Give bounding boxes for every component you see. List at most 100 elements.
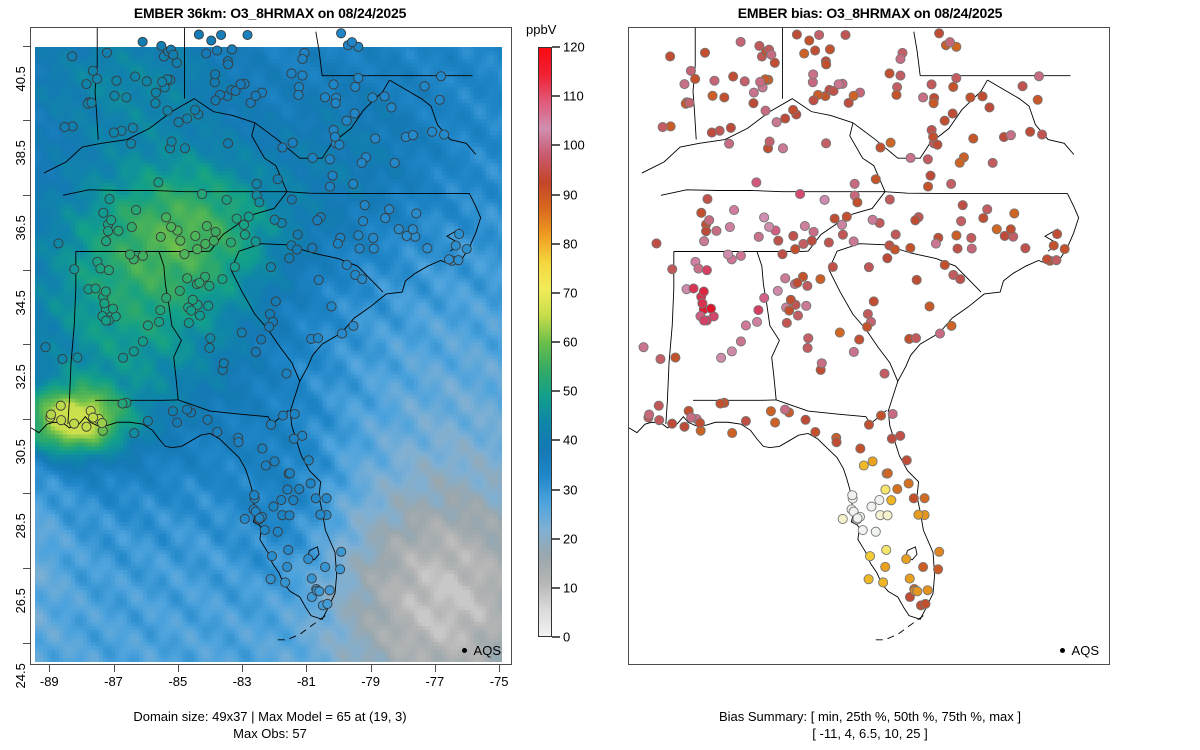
aqs-monitor-point[interactable] [912, 586, 923, 597]
aqs-monitor-point[interactable] [155, 231, 166, 242]
aqs-monitor-point[interactable] [272, 526, 283, 537]
aqs-monitor-point[interactable] [284, 510, 295, 521]
aqs-monitor-point[interactable] [101, 315, 112, 326]
aqs-monitor-point[interactable] [294, 484, 305, 495]
aqs-monitor-point[interactable] [270, 296, 281, 307]
aqs-monitor-point[interactable] [934, 546, 945, 557]
aqs-monitor-point[interactable] [886, 495, 897, 506]
aqs-monitor-point[interactable] [1059, 243, 1070, 255]
aqs-monitor-point[interactable] [882, 253, 893, 264]
aqs-monitor-point[interactable] [203, 300, 214, 311]
aqs-monitor-point[interactable] [118, 352, 129, 363]
aqs-monitor-point[interactable] [946, 178, 957, 189]
aqs-monitor-point[interactable] [819, 194, 830, 205]
aqs-monitor-point[interactable] [923, 181, 934, 192]
aqs-monitor-point[interactable] [739, 76, 750, 87]
aqs-monitor-point[interactable] [192, 244, 203, 255]
aqs-monitor-point[interactable] [802, 280, 813, 291]
aqs-monitor-point[interactable] [808, 226, 819, 237]
aqs-monitor-point[interactable] [852, 513, 863, 524]
aqs-monitor-point[interactable] [910, 333, 922, 344]
aqs-monitor-point[interactable] [951, 230, 962, 241]
aqs-monitor-point[interactable] [795, 189, 806, 200]
aqs-monitor-point[interactable] [889, 244, 901, 255]
aqs-monitor-point[interactable] [40, 342, 51, 353]
aqs-monitor-point[interactable] [699, 315, 710, 326]
aqs-monitor-point[interactable] [128, 346, 139, 357]
aqs-monitor-point[interactable] [251, 178, 262, 189]
aqs-monitor-point[interactable] [280, 577, 291, 588]
aqs-monitor-point[interactable] [137, 250, 148, 261]
aqs-monitor-point[interactable] [895, 70, 906, 81]
aqs-monitor-point[interactable] [837, 513, 848, 524]
aqs-monitor-point[interactable] [194, 277, 205, 288]
aqs-monitor-point[interactable] [150, 87, 161, 98]
aqs-monitor-point[interactable] [236, 327, 247, 338]
aqs-monitor-point[interactable] [126, 138, 137, 149]
aqs-monitor-point[interactable] [1052, 229, 1063, 240]
plot-area-model[interactable]: AQS [30, 27, 512, 665]
aqs-monitor-point[interactable] [56, 415, 67, 426]
aqs-monitor-point[interactable] [92, 73, 103, 84]
aqs-monitor-point[interactable] [724, 138, 735, 149]
aqs-monitor-point[interactable] [121, 92, 132, 103]
aqs-monitor-point[interactable] [328, 79, 339, 90]
aqs-monitor-point[interactable] [166, 221, 177, 232]
aqs-monitor-point[interactable] [312, 215, 323, 226]
aqs-monitor-point[interactable] [161, 292, 172, 303]
aqs-monitor-point[interactable] [95, 263, 106, 274]
aqs-monitor-point[interactable] [254, 513, 265, 524]
aqs-monitor-point[interactable] [367, 92, 378, 103]
aqs-monitor-point[interactable] [919, 493, 930, 504]
aqs-monitor-point[interactable] [798, 238, 809, 249]
aqs-monitor-point[interactable] [933, 564, 944, 575]
aqs-monitor-point[interactable] [310, 493, 321, 504]
aqs-monitor-point[interactable] [221, 194, 232, 205]
aqs-monitor-point[interactable] [359, 200, 370, 211]
aqs-monitor-point[interactable] [179, 249, 190, 260]
aqs-monitor-point[interactable] [386, 102, 397, 113]
aqs-monitor-point[interactable] [926, 79, 937, 90]
aqs-monitor-point[interactable] [346, 37, 357, 48]
aqs-monitor-point[interactable] [870, 174, 881, 185]
aqs-monitor-point[interactable] [719, 92, 730, 103]
aqs-monitor-point[interactable] [862, 321, 873, 332]
aqs-monitor-point[interactable] [69, 264, 80, 275]
aqs-monitor-point[interactable] [291, 244, 303, 255]
aqs-monitor-point[interactable] [223, 138, 234, 149]
aqs-monitor-point[interactable] [685, 65, 696, 76]
aqs-monitor-point[interactable] [810, 426, 821, 438]
aqs-monitor-point[interactable] [186, 305, 197, 316]
aqs-monitor-point[interactable] [297, 53, 308, 65]
aqs-monitor-point[interactable] [419, 81, 430, 92]
aqs-monitor-point[interactable] [644, 409, 655, 420]
aqs-monitor-point[interactable] [901, 455, 912, 466]
aqs-monitor-point[interactable] [705, 303, 716, 314]
aqs-monitor-point[interactable] [772, 285, 783, 296]
aqs-monitor-point[interactable] [204, 342, 215, 353]
aqs-monitor-point[interactable] [313, 274, 324, 285]
aqs-monitor-point[interactable] [353, 230, 364, 241]
aqs-monitor-point[interactable] [852, 197, 863, 208]
aqs-monitor-point[interactable] [780, 113, 791, 124]
aqs-monitor-point[interactable] [924, 301, 935, 312]
aqs-monitor-point[interactable] [904, 573, 915, 584]
aqs-monitor-point[interactable] [72, 352, 83, 363]
aqs-monitor-point[interactable] [320, 92, 331, 103]
aqs-monitor-point[interactable] [212, 45, 223, 56]
aqs-monitor-point[interactable] [411, 208, 422, 219]
aqs-monitor-point[interactable] [874, 494, 885, 506]
aqs-monitor-point[interactable] [384, 204, 395, 215]
aqs-monitor-point[interactable] [272, 174, 283, 185]
aqs-monitor-point[interactable] [932, 139, 943, 150]
aqs-monitor-point[interactable] [727, 427, 738, 439]
aqs-monitor-point[interactable] [307, 152, 318, 163]
aqs-monitor-point[interactable] [314, 586, 325, 597]
aqs-monitor-point[interactable] [764, 221, 775, 232]
aqs-monitor-point[interactable] [792, 310, 804, 321]
aqs-monitor-point[interactable] [881, 544, 892, 555]
aqs-monitor-point[interactable] [770, 417, 781, 428]
aqs-monitor-point[interactable] [226, 44, 237, 55]
aqs-monitor-point[interactable] [292, 229, 303, 240]
aqs-monitor-point[interactable] [46, 409, 57, 420]
